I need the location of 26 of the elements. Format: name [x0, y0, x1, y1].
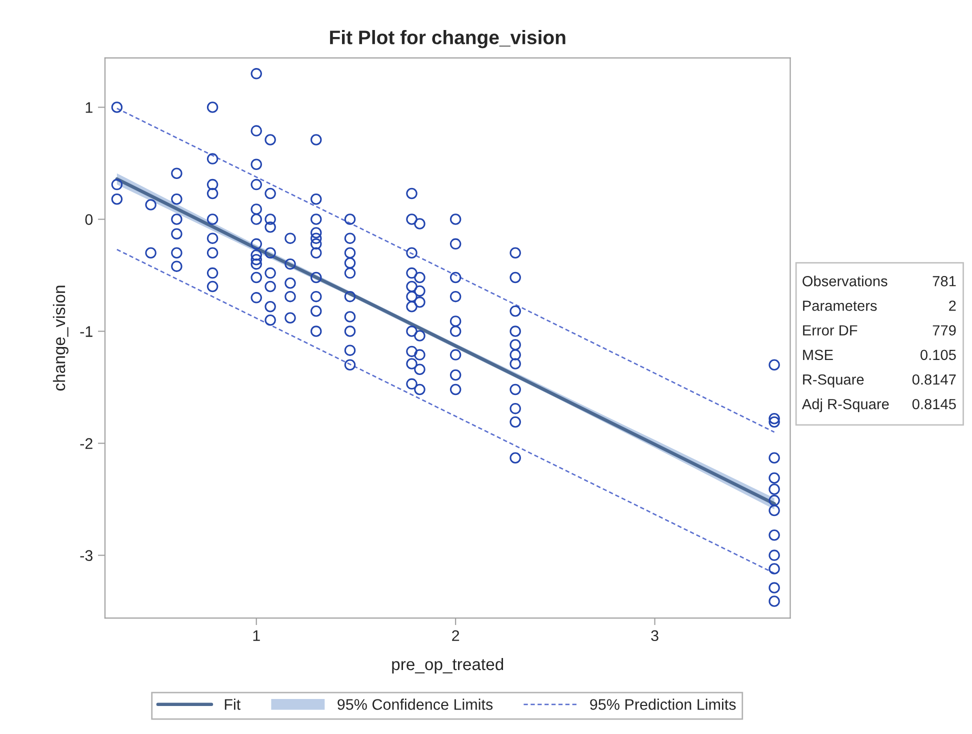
chart-title: Fit Plot for change_vision	[330, 30, 566, 48]
text: Adj R-Square	[802, 398, 889, 412]
y-tick-label: 1	[86, 102, 92, 113]
text: 0.8147	[912, 374, 956, 385]
x-tick-label: 2	[452, 630, 460, 641]
x-tick-label: 1	[253, 630, 260, 641]
text: Observations	[802, 276, 888, 286]
text: R-Square	[803, 374, 864, 388]
text: Error DF	[803, 325, 858, 336]
text: Parameters	[803, 300, 877, 311]
text: 779	[932, 325, 956, 336]
text: 2	[949, 300, 956, 311]
x-tick-label: 3	[651, 630, 658, 642]
text: 781	[932, 276, 956, 286]
text: 0.105	[920, 350, 956, 360]
x-axis-title: pre_op_treated	[392, 658, 504, 674]
y-tick-label: -1	[80, 326, 92, 337]
y-tick-label: 0	[85, 214, 93, 225]
text: 95% Confidence Limits	[338, 698, 493, 710]
text: 0.8145	[912, 398, 956, 410]
text: MSE	[803, 350, 833, 360]
legend-label: Fit	[224, 698, 241, 710]
y-tick-label: -2	[80, 438, 92, 449]
legend-label: 95% Prediction Limits	[590, 698, 736, 710]
y-axis-title: change_vision	[52, 286, 68, 391]
y-tick-label: -3	[80, 550, 92, 561]
